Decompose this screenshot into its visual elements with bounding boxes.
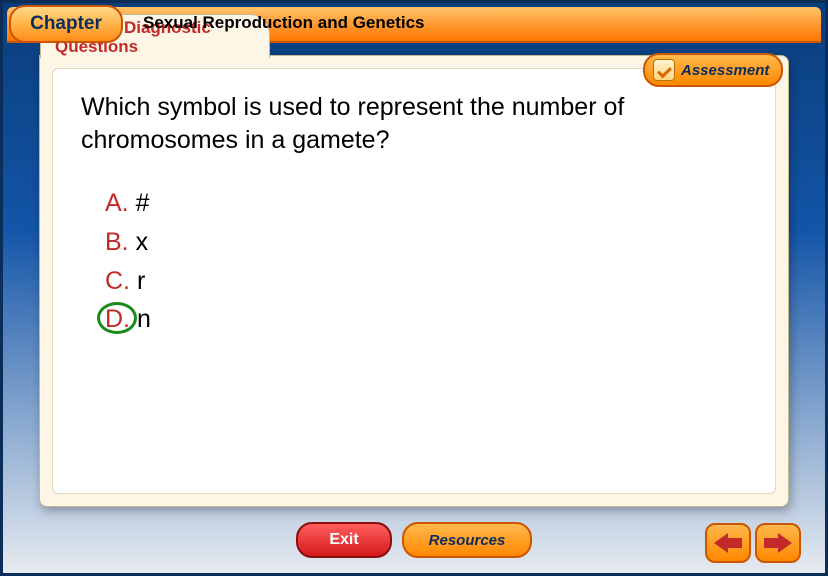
chapter-title: Sexual Reproduction and Genetics xyxy=(143,13,425,33)
option-a[interactable]: A. # xyxy=(105,184,747,223)
chapter-tab: Chapter xyxy=(9,5,123,43)
check-icon xyxy=(653,59,675,81)
arrow-right-icon xyxy=(764,533,792,553)
option-text: x xyxy=(129,228,148,256)
question-text: Which symbol is used to represent the nu… xyxy=(81,91,747,156)
option-letter: C. xyxy=(105,267,130,295)
assessment-button[interactable]: Assessment xyxy=(643,53,783,87)
prev-button[interactable] xyxy=(705,523,751,563)
option-letter: D. xyxy=(105,305,130,333)
option-text: # xyxy=(129,189,150,217)
next-button[interactable] xyxy=(755,523,801,563)
option-letter: A. xyxy=(105,189,129,217)
bottom-bar: Exit Resources xyxy=(3,515,825,565)
option-text: r xyxy=(130,267,145,295)
exit-button[interactable]: Exit xyxy=(296,522,392,558)
resources-button[interactable]: Resources xyxy=(402,522,532,558)
assessment-label: Assessment xyxy=(681,62,769,79)
card-inner: Which symbol is used to represent the nu… xyxy=(52,68,776,494)
option-c[interactable]: C. r xyxy=(105,262,747,301)
options-list: A. # B. x C. r D. n xyxy=(81,184,747,339)
nav-arrows xyxy=(705,523,801,563)
content-card: Chapter Diagnostic Questions Which symbo… xyxy=(39,55,789,507)
option-text: n xyxy=(130,305,151,333)
option-b[interactable]: B. x xyxy=(105,223,747,262)
chapter-label: Chapter xyxy=(30,13,102,35)
arrow-left-icon xyxy=(714,533,742,553)
option-d[interactable]: D. n xyxy=(105,300,747,339)
resources-label: Resources xyxy=(429,532,506,549)
option-letter: B. xyxy=(105,228,129,256)
exit-label: Exit xyxy=(329,531,358,549)
